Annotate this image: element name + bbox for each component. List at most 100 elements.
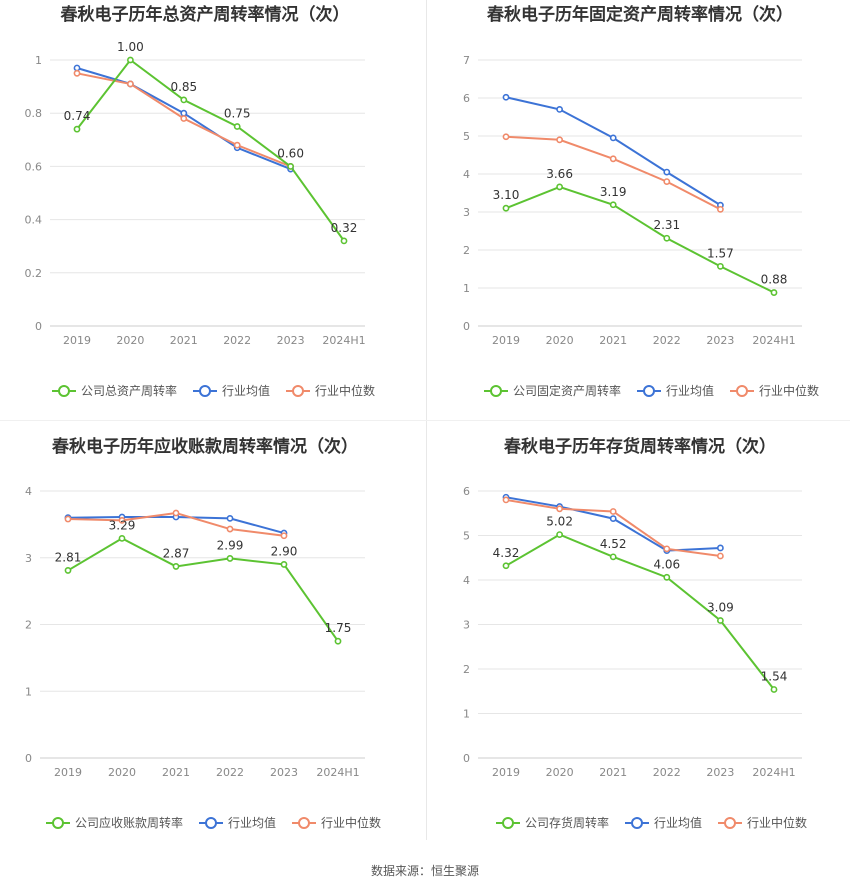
data-label: 0.60: [277, 146, 304, 160]
chart-title: 春秋电子历年总资产周转率情况（次）: [61, 4, 350, 25]
data-point-median: [717, 552, 724, 560]
data-point-company: [64, 567, 72, 574]
x-tick-label: 2020: [546, 766, 574, 779]
legend-label: 行业均值: [666, 383, 714, 398]
y-tick-label: 2: [25, 619, 32, 632]
chart-3: 春秋电子历年应收账款周转率情况（次） 0 1 2 3 4 2019 2020 2021 2022 2…: [25, 436, 381, 830]
legend-label: 行业中位数: [315, 383, 375, 398]
x-tick-label: 2023: [706, 334, 734, 347]
legend-item-median[interactable]: 行业中位数: [292, 815, 381, 830]
legend-item-company[interactable]: 公司存货周转率: [496, 815, 609, 830]
data-point-company: [233, 123, 241, 130]
legend-marker: [724, 817, 736, 829]
y-tick-label: 4: [463, 574, 470, 587]
data-label: 3.10: [493, 188, 520, 202]
y-tick-label: 6: [463, 485, 470, 498]
data-label: 4.32: [493, 546, 520, 560]
data-label: 1.54: [761, 669, 788, 683]
legend-item-average[interactable]: 行业均值: [637, 383, 714, 398]
legend-item-company[interactable]: 公司总资产周转率: [52, 383, 177, 398]
legend-marker: [490, 385, 502, 397]
data-point-company: [340, 237, 348, 245]
legend-marker: [736, 385, 748, 397]
data-label: 0.75: [224, 107, 251, 121]
data-point-average: [502, 93, 510, 101]
data-point-median: [172, 509, 180, 517]
legend-marker: [631, 817, 643, 829]
data-point-company: [172, 563, 180, 570]
data-label: 5.02: [546, 515, 573, 529]
x-tick-label: 2019: [492, 334, 520, 347]
series-line-company: [67, 537, 339, 642]
data-label: 1.75: [325, 621, 352, 635]
x-tick-label: 2019: [63, 334, 91, 347]
x-tick-label: 2020: [546, 334, 574, 347]
x-tick-label: 2022: [223, 334, 251, 347]
data-label: 0.74: [64, 109, 91, 123]
horizontal-divider: [0, 420, 850, 421]
data-point-median: [233, 141, 241, 149]
data-point-median: [663, 545, 671, 553]
y-tick-label: 2: [463, 663, 470, 676]
legend-label: 行业中位数: [321, 815, 381, 830]
y-tick-label: 5: [463, 530, 470, 543]
data-point-company: [118, 534, 126, 542]
legend-label: 行业均值: [222, 383, 270, 398]
legend-item-median[interactable]: 行业中位数: [286, 383, 375, 398]
data-point-median: [609, 155, 617, 163]
x-tick-label: 2021: [599, 766, 627, 779]
data-point-company: [126, 56, 134, 64]
legend-item-average[interactable]: 行业均值: [625, 815, 702, 830]
y-tick-label: 0.8: [25, 107, 43, 120]
data-label: 3.19: [600, 185, 627, 199]
legend-item-average[interactable]: 行业均值: [193, 383, 270, 398]
x-tick-label: 2022: [653, 766, 681, 779]
data-point-median: [556, 505, 563, 513]
y-tick-label: 0: [463, 320, 470, 333]
data-point-company: [334, 637, 342, 645]
data-label: 3.09: [707, 600, 734, 614]
data-point-median: [226, 525, 234, 533]
data-point-average: [556, 106, 563, 113]
x-tick-label: 2022: [653, 334, 681, 347]
chart-2: 春秋电子历年固定资产周转率情况（次） 0 1 2 3 4 5 6 7 2019 2020 2021 20…: [463, 4, 819, 398]
legend-label: 行业均值: [228, 815, 276, 830]
y-tick-label: 5: [463, 130, 470, 143]
chart-1: 春秋电子历年总资产周转率情况（次） 0 0.2 0.4 0.6 0.8 1 2019 2020 2…: [25, 4, 376, 398]
data-point-company: [287, 162, 294, 170]
y-tick-label: 0: [35, 320, 42, 333]
legend-item-median[interactable]: 行业中位数: [730, 383, 819, 398]
data-point-company: [180, 96, 188, 104]
y-tick-label: 1: [463, 708, 470, 721]
data-point-median: [73, 69, 81, 77]
legend-item-median[interactable]: 行业中位数: [718, 815, 807, 830]
data-point-company: [770, 686, 778, 693]
source-label: 数据来源：恒生聚源: [370, 864, 479, 878]
data-point-median: [280, 532, 288, 540]
data-point-median: [118, 516, 126, 524]
data-label: 4.52: [600, 537, 627, 551]
legend-item-company[interactable]: 公司固定资产周转率: [484, 383, 621, 398]
x-tick-label: 2023: [706, 766, 734, 779]
chart-title: 春秋电子历年应收账款周转率情况（次）: [52, 436, 358, 457]
y-tick-label: 3: [25, 552, 32, 565]
legend-item-average[interactable]: 行业均值: [199, 815, 276, 830]
x-tick-label: 2020: [108, 766, 136, 779]
data-point-median: [609, 508, 617, 515]
data-point-median: [663, 178, 671, 185]
chart-4: 春秋电子历年存货周转率情况（次） 0 1 2 3 4 5 6 2019 2020 2021 2022 2…: [463, 436, 807, 830]
legend-marker: [205, 817, 217, 829]
legend-marker: [199, 385, 211, 397]
data-point-company: [226, 555, 234, 562]
data-label: 2.81: [55, 550, 82, 564]
data-point-company: [663, 573, 671, 581]
y-tick-label: 0.6: [25, 160, 43, 173]
x-tick-label: 2022: [216, 766, 244, 779]
legend-label: 公司应收账款周转率: [75, 815, 183, 830]
legend-item-company[interactable]: 公司应收账款周转率: [46, 815, 183, 830]
x-tick-label: 2020: [116, 334, 144, 347]
y-tick-label: 1: [35, 54, 42, 67]
data-point-company: [609, 553, 617, 561]
data-point-average: [609, 515, 617, 522]
